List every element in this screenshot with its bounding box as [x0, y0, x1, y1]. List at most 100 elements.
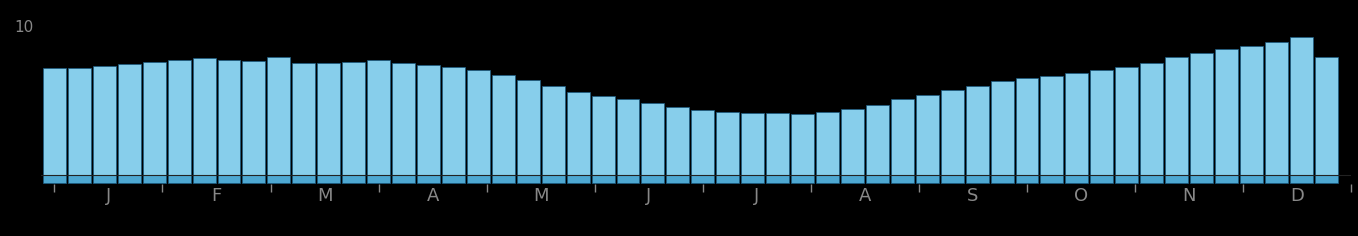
Bar [891, 175, 914, 183]
Bar [1240, 46, 1263, 175]
Bar [766, 113, 789, 175]
Bar [566, 175, 589, 183]
Bar [617, 99, 640, 175]
Bar [392, 63, 416, 175]
Bar [193, 58, 216, 175]
Bar [641, 103, 664, 175]
Bar [492, 75, 515, 175]
Bar [792, 114, 813, 175]
Bar [592, 175, 615, 183]
Bar [915, 95, 938, 175]
Bar [292, 175, 315, 183]
Bar [417, 65, 440, 175]
Bar [143, 175, 166, 183]
Bar [143, 62, 166, 175]
Bar [92, 66, 115, 175]
Bar [217, 175, 240, 183]
Bar [1066, 73, 1088, 175]
Bar [342, 62, 365, 175]
Bar [1264, 175, 1287, 183]
Text: A: A [426, 187, 439, 205]
Bar [667, 107, 690, 175]
Bar [1290, 175, 1313, 183]
Bar [966, 86, 989, 175]
Bar [941, 175, 964, 183]
Bar [1315, 175, 1338, 183]
Bar [1115, 175, 1138, 183]
Bar [167, 60, 190, 175]
Bar [1090, 70, 1114, 175]
Bar [467, 70, 490, 175]
Text: S: S [967, 187, 979, 205]
Bar [1141, 175, 1164, 183]
Bar [1315, 58, 1338, 175]
Text: A: A [858, 187, 870, 205]
Bar [891, 99, 914, 175]
Bar [1165, 175, 1188, 183]
Text: M: M [316, 187, 333, 205]
Bar [492, 175, 515, 183]
Bar [1190, 175, 1213, 183]
Bar [1190, 53, 1213, 175]
Bar [1264, 42, 1287, 175]
Text: J: J [106, 187, 111, 205]
Bar [841, 175, 864, 183]
Bar [441, 67, 464, 175]
Bar [766, 175, 789, 183]
Bar [43, 175, 67, 183]
Bar [716, 112, 739, 175]
Bar [243, 175, 265, 183]
Bar [667, 175, 690, 183]
Bar [417, 175, 440, 183]
Bar [392, 175, 416, 183]
Bar [1215, 49, 1238, 175]
Bar [1141, 63, 1164, 175]
Text: M: M [532, 187, 549, 205]
Bar [792, 175, 813, 183]
Bar [243, 61, 265, 175]
Bar [1016, 78, 1039, 175]
Bar [691, 175, 714, 183]
Bar [542, 86, 565, 175]
Bar [193, 175, 216, 183]
Bar [716, 175, 739, 183]
Bar [741, 113, 765, 175]
Bar [467, 175, 490, 183]
Bar [641, 175, 664, 183]
Bar [990, 175, 1013, 183]
Bar [517, 80, 539, 175]
Bar [1115, 67, 1138, 175]
Bar [1090, 175, 1114, 183]
Bar [617, 175, 640, 183]
Bar [268, 175, 291, 183]
Bar [1066, 175, 1088, 183]
Bar [292, 63, 315, 175]
Bar [318, 63, 341, 175]
Bar [167, 175, 190, 183]
Bar [841, 110, 864, 175]
Bar [268, 58, 291, 175]
Bar [92, 175, 115, 183]
Text: J: J [754, 187, 759, 205]
Bar [1290, 38, 1313, 175]
Bar [318, 175, 341, 183]
Bar [68, 175, 91, 183]
Bar [441, 175, 464, 183]
Bar [1215, 175, 1238, 183]
Text: F: F [212, 187, 221, 205]
Bar [1165, 58, 1188, 175]
Text: O: O [1074, 187, 1088, 205]
Bar [1040, 76, 1063, 175]
Bar [367, 175, 390, 183]
Bar [367, 60, 390, 175]
Bar [1040, 175, 1063, 183]
Bar [68, 68, 91, 175]
Text: J: J [646, 187, 652, 205]
Bar [816, 175, 839, 183]
Bar [691, 110, 714, 175]
Bar [517, 175, 539, 183]
Bar [941, 90, 964, 175]
Bar [1016, 175, 1039, 183]
Bar [915, 175, 938, 183]
Bar [990, 81, 1013, 175]
